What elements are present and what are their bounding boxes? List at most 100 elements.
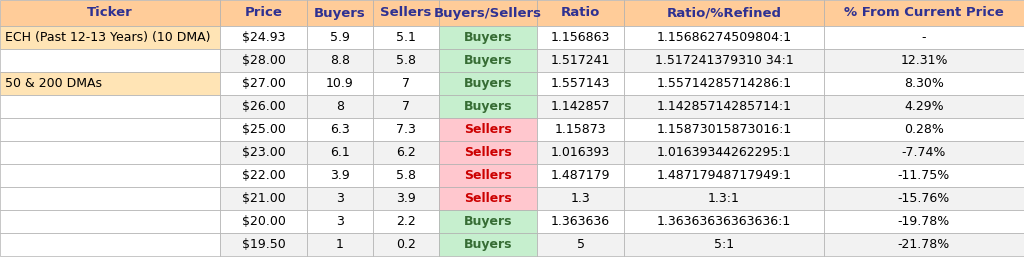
- Text: -21.78%: -21.78%: [898, 238, 950, 251]
- Bar: [624, 187, 824, 210]
- Text: 1.3:1: 1.3:1: [708, 192, 740, 205]
- Bar: [824, 72, 1024, 95]
- Bar: [0, 118, 220, 141]
- Bar: [439, 95, 537, 118]
- Bar: [220, 187, 307, 210]
- Bar: [220, 49, 307, 72]
- Text: Ticker: Ticker: [87, 7, 133, 20]
- Bar: [373, 118, 439, 141]
- Bar: [373, 72, 439, 95]
- Bar: [537, 0, 624, 26]
- Bar: [439, 164, 537, 187]
- Bar: [439, 0, 537, 26]
- Bar: [0, 164, 220, 187]
- Text: 1.55714285714286:1: 1.55714285714286:1: [656, 77, 792, 90]
- Bar: [373, 95, 439, 118]
- Bar: [824, 118, 1024, 141]
- Bar: [537, 141, 624, 164]
- Text: 7: 7: [402, 100, 410, 113]
- Text: $25.00: $25.00: [242, 123, 286, 136]
- Text: 1.517241379310 34:1: 1.517241379310 34:1: [654, 54, 794, 67]
- Text: 10.9: 10.9: [326, 77, 354, 90]
- Text: Sellers: Sellers: [380, 7, 432, 20]
- Bar: [624, 95, 824, 118]
- Bar: [624, 210, 824, 233]
- Bar: [373, 210, 439, 233]
- Bar: [307, 49, 373, 72]
- Bar: [537, 187, 624, 210]
- Bar: [537, 233, 624, 256]
- Bar: [439, 72, 537, 95]
- Text: 1.48717948717949:1: 1.48717948717949:1: [656, 169, 792, 182]
- Bar: [624, 49, 824, 72]
- Text: 3: 3: [336, 192, 344, 205]
- Text: Price: Price: [245, 7, 283, 20]
- Bar: [824, 187, 1024, 210]
- Bar: [0, 210, 220, 233]
- Bar: [373, 26, 439, 49]
- Bar: [537, 210, 624, 233]
- Text: 1.36363636363636:1: 1.36363636363636:1: [656, 215, 792, 228]
- Bar: [0, 187, 220, 210]
- Text: 3.9: 3.9: [330, 169, 350, 182]
- Bar: [220, 118, 307, 141]
- Bar: [439, 26, 537, 49]
- Text: $27.00: $27.00: [242, 77, 286, 90]
- Text: 1.15873: 1.15873: [555, 123, 606, 136]
- Bar: [439, 118, 537, 141]
- Text: $21.00: $21.00: [242, 192, 286, 205]
- Text: -: -: [922, 31, 927, 44]
- Bar: [307, 210, 373, 233]
- Text: -19.78%: -19.78%: [898, 215, 950, 228]
- Bar: [624, 0, 824, 26]
- Text: 3.9: 3.9: [396, 192, 416, 205]
- Text: 7.3: 7.3: [396, 123, 416, 136]
- Bar: [537, 118, 624, 141]
- Text: Sellers: Sellers: [464, 123, 512, 136]
- Bar: [220, 0, 307, 26]
- Text: 6.1: 6.1: [330, 146, 350, 159]
- Bar: [307, 187, 373, 210]
- Text: 1.363636: 1.363636: [551, 215, 610, 228]
- Bar: [824, 49, 1024, 72]
- Bar: [537, 49, 624, 72]
- Bar: [439, 141, 537, 164]
- Bar: [220, 164, 307, 187]
- Text: 0.2: 0.2: [396, 238, 416, 251]
- Bar: [373, 0, 439, 26]
- Text: 5.1: 5.1: [396, 31, 416, 44]
- Bar: [537, 72, 624, 95]
- Bar: [0, 95, 220, 118]
- Bar: [824, 95, 1024, 118]
- Bar: [220, 26, 307, 49]
- Bar: [824, 141, 1024, 164]
- Bar: [439, 49, 537, 72]
- Text: $26.00: $26.00: [242, 100, 286, 113]
- Bar: [307, 164, 373, 187]
- Bar: [624, 26, 824, 49]
- Text: 5.9: 5.9: [330, 31, 350, 44]
- Text: 1.156863: 1.156863: [551, 31, 610, 44]
- Bar: [624, 164, 824, 187]
- Bar: [373, 233, 439, 256]
- Text: 12.31%: 12.31%: [900, 54, 948, 67]
- Bar: [624, 72, 824, 95]
- Bar: [824, 210, 1024, 233]
- Text: 6.3: 6.3: [330, 123, 350, 136]
- Bar: [624, 233, 824, 256]
- Text: 1.01639344262295:1: 1.01639344262295:1: [656, 146, 792, 159]
- Bar: [537, 164, 624, 187]
- Text: 5.8: 5.8: [396, 54, 416, 67]
- Bar: [624, 118, 824, 141]
- Text: 5:1: 5:1: [714, 238, 734, 251]
- Text: 1.557143: 1.557143: [551, 77, 610, 90]
- Text: -11.75%: -11.75%: [898, 169, 950, 182]
- Text: $22.00: $22.00: [242, 169, 286, 182]
- Bar: [0, 26, 220, 49]
- Text: 1.15873015873016:1: 1.15873015873016:1: [656, 123, 792, 136]
- Bar: [307, 95, 373, 118]
- Text: $23.00: $23.00: [242, 146, 286, 159]
- Text: Buyers: Buyers: [314, 7, 366, 20]
- Bar: [439, 210, 537, 233]
- Text: Buyers: Buyers: [464, 31, 512, 44]
